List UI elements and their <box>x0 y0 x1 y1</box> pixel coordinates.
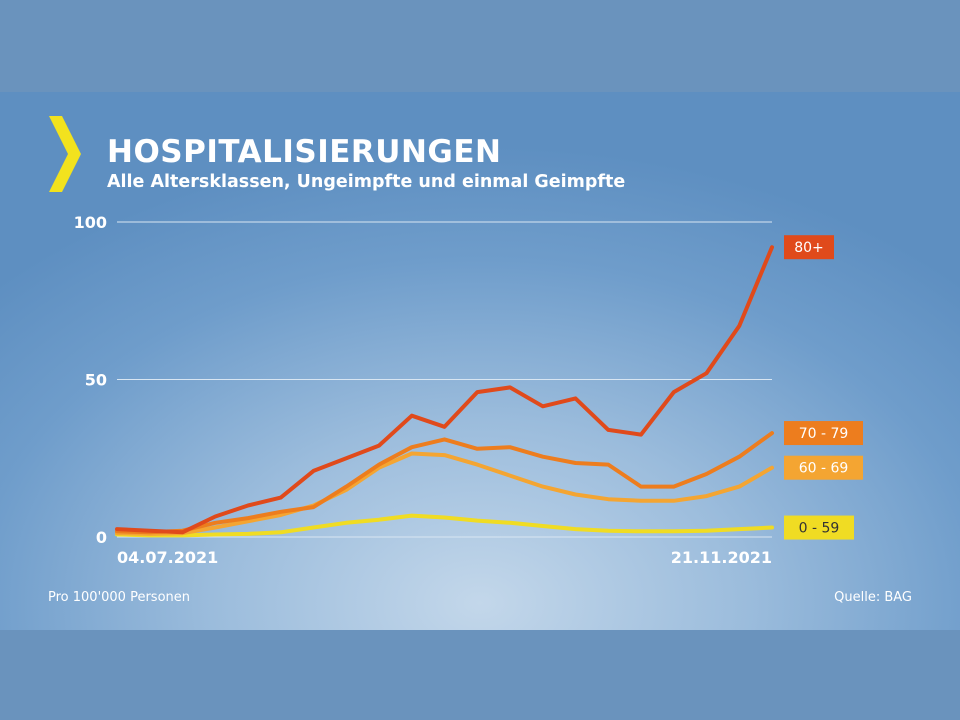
chart-subtitle: Alle Altersklassen, Ungeimpfte und einma… <box>107 172 626 192</box>
series-line-2 <box>115 431 774 535</box>
legend-label: 0 - 59 <box>799 521 840 537</box>
y-axis: 0 50 100 <box>74 213 107 547</box>
chart-panel <box>0 92 960 630</box>
legend-item-0: 0 - 59 <box>784 515 854 540</box>
x-tick-label-end: 21.11.2021 <box>671 548 772 567</box>
y-tick-label: 50 <box>85 371 107 390</box>
legend-label: 60 - 69 <box>799 461 849 477</box>
legend-swatch <box>784 235 834 260</box>
legend-swatch <box>784 515 854 540</box>
legend-item-1: 60 - 69 <box>784 455 863 480</box>
y-tick-label: 100 <box>74 213 107 232</box>
gridlines <box>117 221 772 538</box>
chevron-icon <box>49 116 81 192</box>
legend-item-2: 70 - 79 <box>784 421 863 446</box>
series-lines <box>115 245 774 538</box>
series-line-1 <box>115 451 774 536</box>
series-line-3 <box>115 245 774 535</box>
chart-title: HOSPITALISIERUNGEN <box>107 134 502 170</box>
legend: 0 - 59 60 - 69 70 - 79 80+ <box>784 235 863 540</box>
legend-swatch <box>784 455 863 480</box>
legend-item-3: 80+ <box>784 235 834 260</box>
legend-swatch <box>784 421 863 446</box>
footnote-source: Quelle: BAG <box>834 590 912 605</box>
footnote-unit: Pro 100'000 Personen <box>48 590 191 605</box>
legend-label: 70 - 79 <box>799 426 849 442</box>
y-tick-label: 0 <box>96 528 107 547</box>
x-tick-label-start: 04.07.2021 <box>117 548 218 567</box>
series-line-0 <box>115 513 774 538</box>
legend-label: 80+ <box>794 240 824 256</box>
